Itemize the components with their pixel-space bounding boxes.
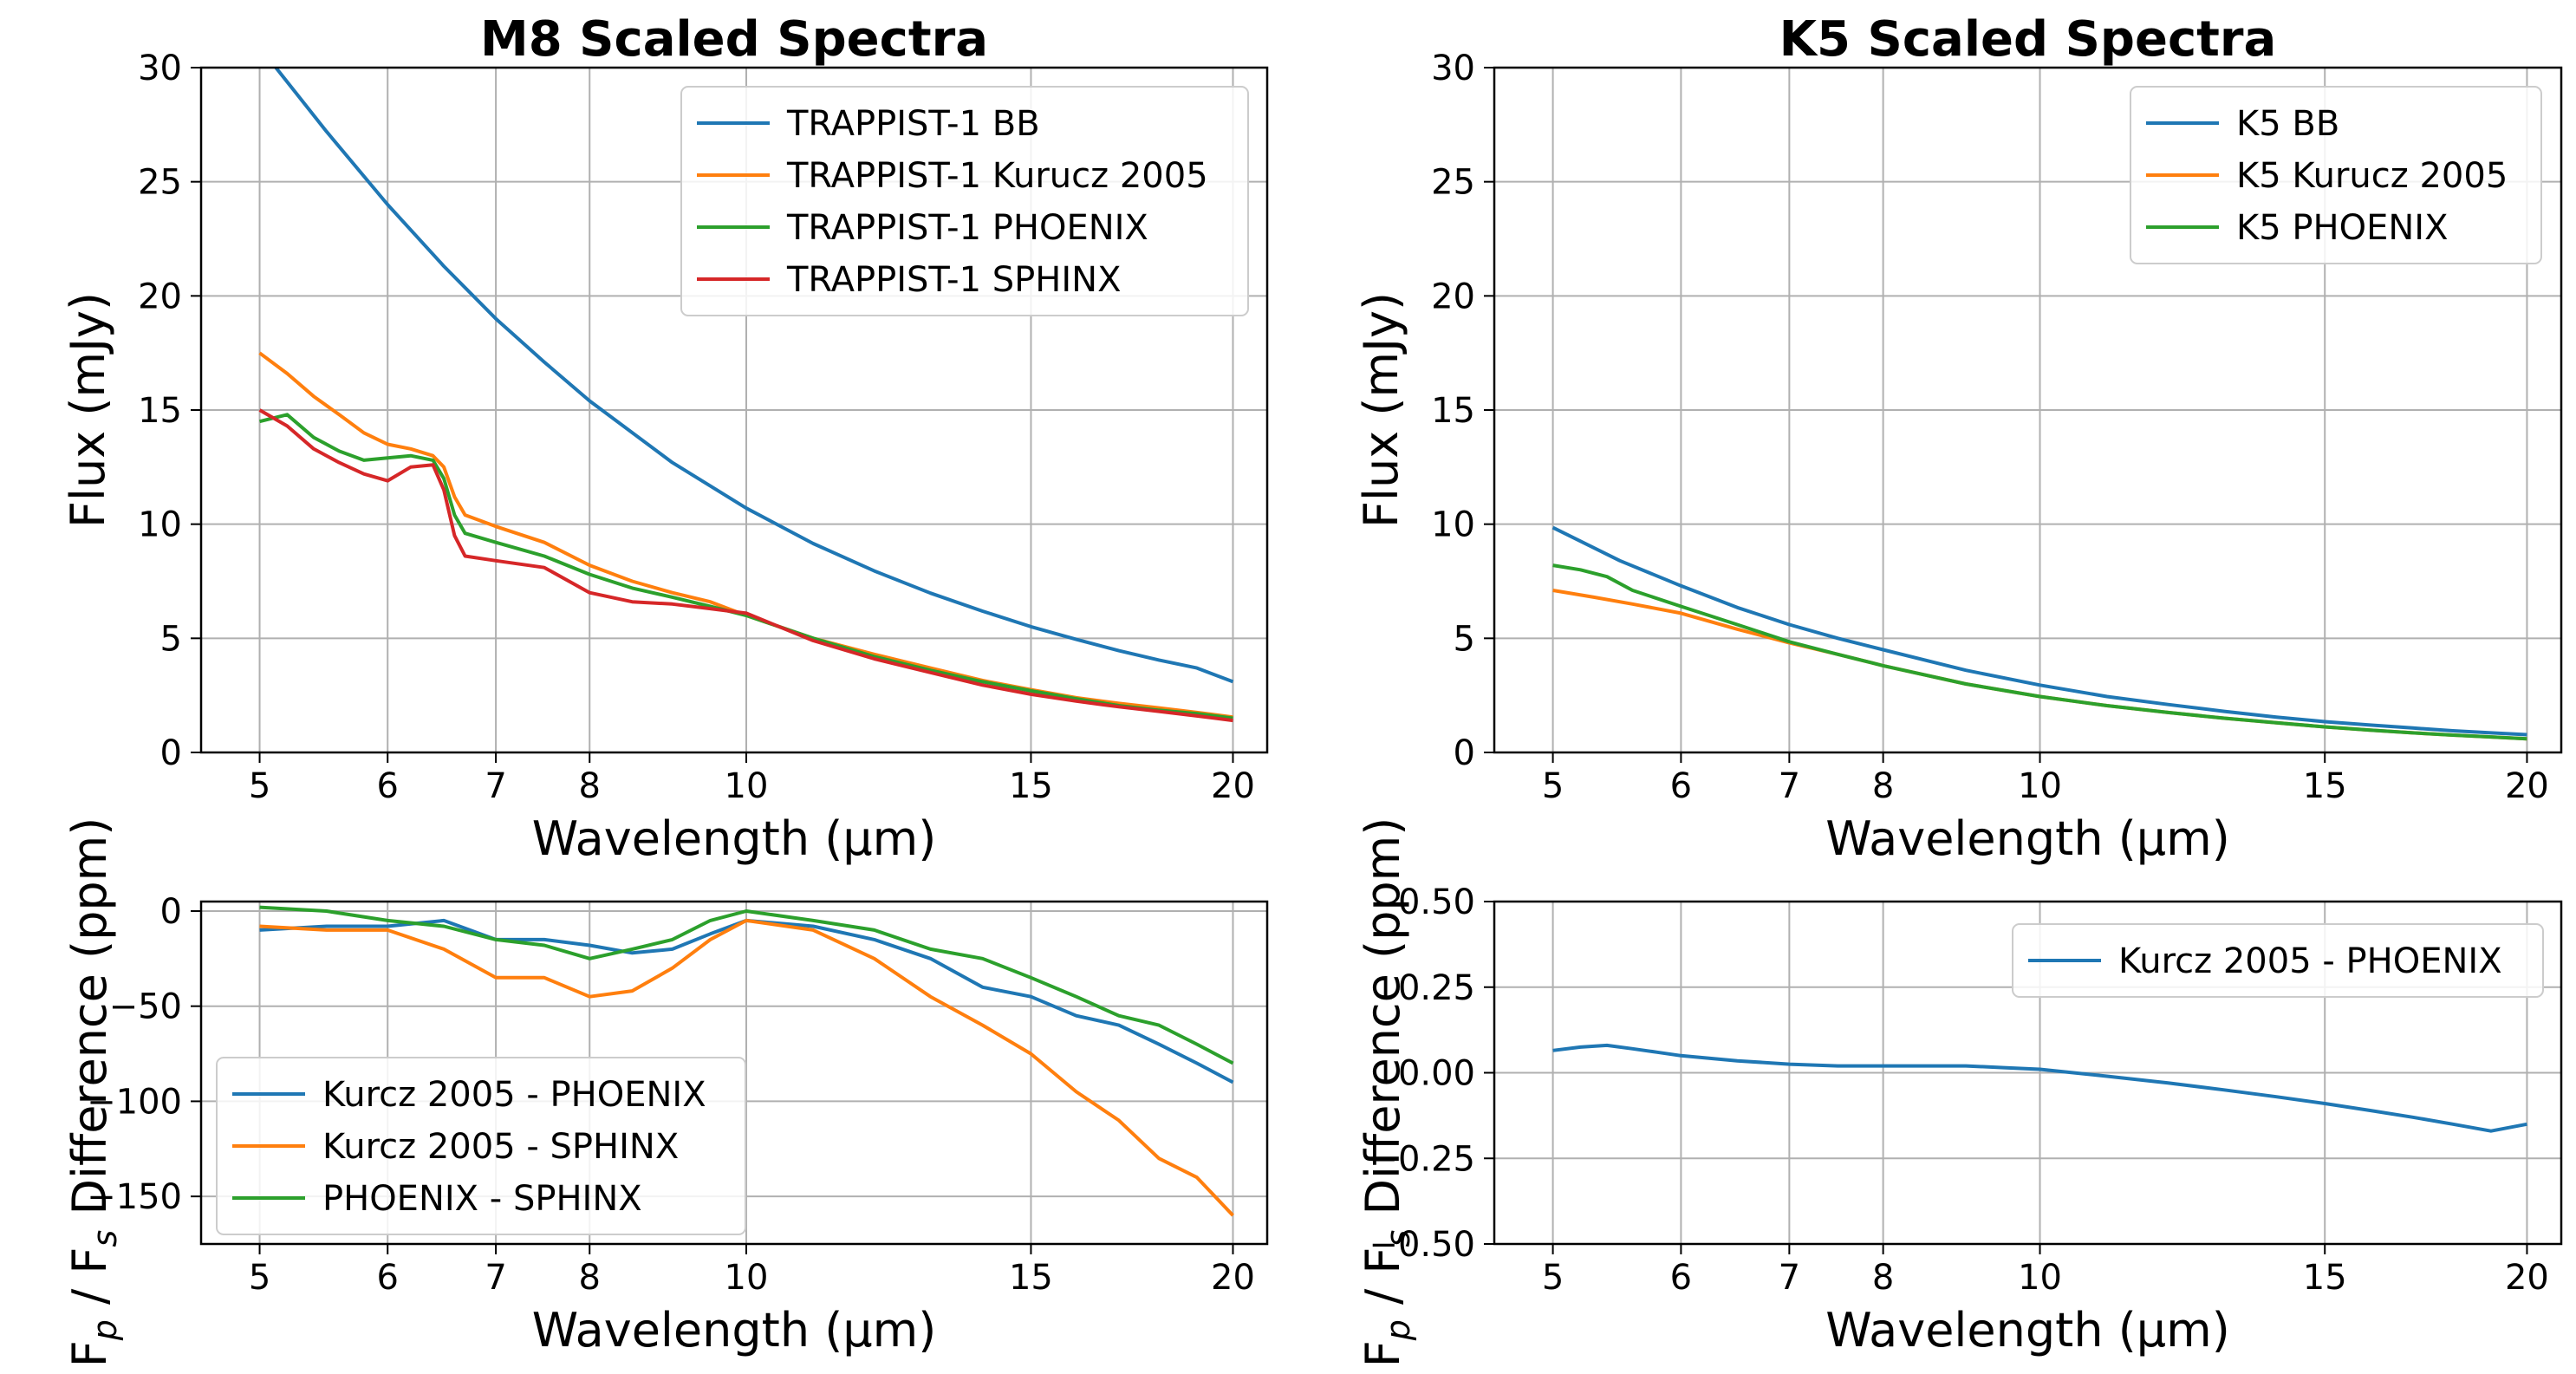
legend-box	[680, 86, 1249, 316]
y-tick-label: 0	[1454, 733, 1475, 773]
x-tick-label: 8	[579, 1258, 601, 1298]
x-tick-label: 5	[249, 766, 270, 806]
k5-difference-panel: 5 6 7 8 10 15 20 0.50 0.25 0.00 −0.25 −0.50 Wavelen…	[1356, 817, 2563, 1368]
y-tick-label: 20	[1431, 277, 1475, 316]
y-tick-label: 0.50	[1398, 882, 1475, 922]
x-tick-label: 6	[1670, 1258, 1692, 1298]
x-tick-label: 20	[2505, 766, 2549, 806]
x-tick-label: 7	[1779, 766, 1800, 806]
legend: K5 BB K5 Kurucz 2005 K5 PHOENIX	[2130, 86, 2542, 264]
k5-scaled-spectra-panel: 5 6 7 8 10 15 20 0 5 10 15 20 25 30 K5 Scaled Spectra…	[1354, 11, 2563, 866]
y-axis-label: Fp / Fs Difference (ppm)	[62, 817, 124, 1368]
legend-label: K5 PHOENIX	[2236, 208, 2448, 248]
y-tick-label: 25	[1431, 163, 1475, 203]
x-tick-label: 8	[1872, 766, 1894, 806]
y-tick-label: 0.00	[1398, 1054, 1475, 1094]
y-axis-label: Flux (mJy)	[1354, 292, 1408, 528]
y-tick-label: 0	[160, 733, 182, 773]
m8-scaled-spectra-panel: 5 6 7 8 10 15 20 0 5 10 15 20 25 30 M8 Scaled Spectra…	[61, 11, 1269, 866]
legend-label: TRAPPIST-1 SPHINX	[786, 260, 1121, 300]
y-tick-label: −0.25	[1369, 1139, 1475, 1179]
legend-box	[216, 1057, 746, 1235]
legend-label: TRAPPIST-1 Kurucz 2005	[786, 156, 1208, 196]
x-tick-label: 15	[2303, 1258, 2347, 1298]
x-axis-label: Wavelength (µm)	[532, 1303, 937, 1358]
x-tick-label: 5	[249, 1258, 270, 1298]
y-tick-label: −100	[87, 1082, 182, 1122]
series-line	[1552, 1043, 2527, 1133]
x-axis-label: Wavelength (µm)	[532, 811, 937, 866]
x-tick-label: 7	[485, 766, 506, 806]
panel-title: K5 Scaled Spectra	[1779, 11, 2277, 68]
legend-label: PHOENIX - SPHINX	[322, 1179, 642, 1219]
legend-box	[2130, 86, 2542, 264]
x-tick-label: 5	[1542, 1258, 1564, 1298]
series-line	[258, 408, 1233, 723]
y-axis-label: Fp / Fs Difference (ppm)	[1356, 817, 1417, 1368]
y-tick-label: −50	[109, 987, 182, 1027]
x-tick-label: 6	[1670, 766, 1692, 806]
legend-label: Kurcz 2005 - PHOENIX	[322, 1075, 706, 1115]
x-tick-label: 7	[485, 1258, 506, 1298]
y-tick-label: 5	[160, 619, 182, 659]
y-tick-label: 0.25	[1398, 968, 1475, 1008]
series-line	[259, 918, 1234, 1217]
legend: Kurcz 2005 - PHOENIX	[2012, 923, 2544, 998]
x-tick-label: 7	[1779, 1258, 1800, 1298]
x-tick-label: 15	[2303, 766, 2347, 806]
panel-title: M8 Scaled Spectra	[480, 11, 988, 68]
m8-difference-panel: 5 6 7 8 10 15 20 0 −50 −100 −150 Wavelength (µm) F…	[62, 817, 1269, 1368]
series-line	[259, 413, 1233, 720]
legend-box	[2012, 923, 2544, 998]
legend-label: Kurcz 2005 - SPHINX	[322, 1127, 679, 1167]
legend-label: TRAPPIST-1 BB	[786, 104, 1040, 144]
x-tick-label: 10	[725, 1258, 769, 1298]
y-tick-label: 25	[138, 163, 182, 203]
x-tick-label: 8	[579, 766, 601, 806]
y-axis-label: Flux (mJy)	[61, 292, 115, 528]
x-tick-label: 6	[377, 1258, 399, 1298]
x-axis-label: Wavelength (µm)	[1825, 811, 2230, 866]
x-tick-label: 6	[377, 766, 399, 806]
x-tick-label: 10	[2018, 1258, 2062, 1298]
legend-label: TRAPPIST-1 PHOENIX	[786, 208, 1148, 248]
y-tick-label: 10	[1431, 505, 1475, 545]
x-tick-label: 20	[1211, 766, 1255, 806]
legend-label: K5 Kurucz 2005	[2236, 156, 2508, 196]
legend: TRAPPIST-1 BB TRAPPIST-1 Kurucz 2005 TRAPP…	[680, 86, 1249, 316]
x-tick-label: 20	[1211, 1258, 1255, 1298]
y-tick-label: −0.50	[1369, 1225, 1475, 1265]
x-tick-label: 15	[1009, 1258, 1053, 1298]
y-tick-label: 5	[1454, 619, 1475, 659]
x-tick-label: 5	[1542, 766, 1564, 806]
series-line	[1551, 525, 2527, 737]
y-tick-label: 20	[138, 277, 182, 316]
y-tick-label: −150	[87, 1177, 182, 1217]
series-line	[259, 905, 1234, 1065]
x-tick-label: 8	[1872, 1258, 1894, 1298]
x-tick-label: 20	[2505, 1258, 2549, 1298]
series-line	[273, 68, 1234, 684]
y-tick-label: 10	[138, 505, 182, 545]
legend-label: Kurcz 2005 - PHOENIX	[2118, 941, 2502, 981]
y-tick-label: 0	[160, 892, 182, 932]
x-tick-label: 10	[725, 766, 769, 806]
x-tick-label: 15	[1009, 766, 1053, 806]
legend-label: K5 BB	[2236, 104, 2339, 144]
series-line	[1552, 563, 2527, 741]
y-tick-label: 15	[138, 391, 182, 431]
y-tick-label: 15	[1431, 391, 1475, 431]
legend: Kurcz 2005 - PHOENIX Kurcz 2005 - SPHINX P…	[216, 1057, 746, 1235]
y-tick-label: 30	[138, 49, 182, 88]
x-tick-label: 10	[2018, 766, 2062, 806]
y-tick-label: 30	[1431, 49, 1475, 88]
axes-frame	[199, 900, 1269, 1246]
x-axis-label: Wavelength (µm)	[1825, 1303, 2230, 1358]
